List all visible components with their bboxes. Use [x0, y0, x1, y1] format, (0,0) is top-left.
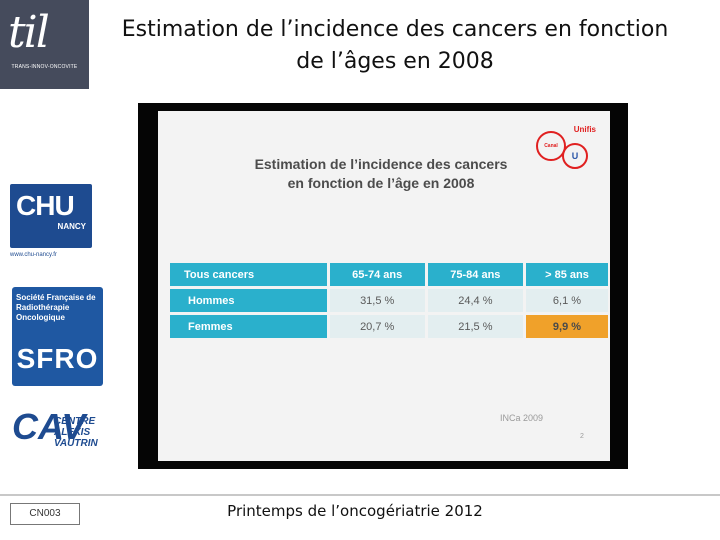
chu-logo-city: NANCY: [57, 222, 86, 231]
embedded-page-number: 2: [580, 433, 584, 440]
cav-line-1: CENTRE: [54, 416, 96, 427]
embedded-slide-title: Estimation de l’incidence des cancers en…: [246, 155, 516, 193]
chu-logo-box: CHU NANCY: [10, 184, 92, 248]
cav-logo-text: CENTRE ALEXIS VAUTRIN: [54, 416, 98, 449]
footer-event-text: Printemps de l’oncogériatrie 2012: [227, 502, 483, 520]
chu-logo-name: CHU: [16, 190, 75, 221]
source-citation: INCa 2009: [500, 413, 544, 423]
column-header: Tous cancers: [170, 263, 329, 288]
title-line-2: de l’âges en 2008: [296, 49, 494, 74]
cav-line-3: VAUTRIN: [54, 438, 98, 449]
sfro-logo: Société Française de Radiothérapie Oncol…: [12, 287, 103, 386]
chu-nancy-logo: CHU NANCY www.chu-nancy.fr: [10, 184, 94, 270]
til-logo-tagline: TRANS-INNOV-ONCOVITE: [11, 64, 78, 70]
sfro-abbreviation: SFRO: [16, 343, 99, 374]
title-line-1: Estimation de l’incidence des cancers en…: [121, 17, 669, 42]
embedded-title-line-2: en fonction de l’âge en 2008: [287, 175, 475, 191]
highlighted-table-cell: 9,9 %: [522, 312, 608, 338]
table-row: Hommes 31,5 % 24,4 % 6,1 %: [170, 286, 608, 314]
table-header-row: Tous cancers 65-74 ans 75-84 ans > 85 an…: [170, 263, 608, 288]
embedded-slide: Unifis Canal U Estimation de l’incidence…: [158, 111, 610, 461]
embedded-title-line-1: Estimation de l’incidence des cancers: [254, 156, 508, 172]
table-cell: 24,4 %: [424, 286, 525, 314]
chu-logo-url: www.chu-nancy.fr: [10, 252, 57, 258]
til-logo-mark: til: [8, 7, 50, 58]
table-cell: 21,5 %: [424, 312, 525, 338]
table-cell: 20,7 %: [326, 312, 427, 338]
table-cell: 31,5 %: [326, 286, 427, 314]
cav-logo-mark: CAV: [12, 406, 86, 447]
row-label: Hommes: [170, 286, 329, 314]
table-row: Femmes 20,7 % 21,5 % 9,9 %: [170, 312, 608, 338]
column-header: > 85 ans: [522, 263, 608, 288]
footer-divider: [0, 494, 720, 496]
row-label: Femmes: [170, 312, 329, 338]
sfro-society-name: Société Française de Radiothérapie Oncol…: [16, 293, 96, 322]
table-cell: 6,1 %: [522, 286, 608, 314]
column-header: 65-74 ans: [326, 263, 427, 288]
u-badge: U: [562, 143, 588, 169]
centre-alexis-vautrin-logo: CAV CENTRE ALEXIS VAUTRIN: [12, 402, 112, 466]
incidence-table: Tous cancers 65-74 ans 75-84 ans > 85 an…: [170, 263, 608, 338]
column-header: 75-84 ans: [424, 263, 525, 288]
unifis-label: Unifis: [573, 125, 596, 134]
cav-line-2: ALEXIS: [54, 427, 91, 438]
til-logo: til TRANS-INNOV-ONCOVITE: [0, 0, 89, 89]
slide-title: Estimation de l’incidence des cancers en…: [100, 14, 690, 78]
slide-code-box: CN003: [10, 503, 80, 525]
video-frame[interactable]: Unifis Canal U Estimation de l’incidence…: [138, 103, 628, 469]
